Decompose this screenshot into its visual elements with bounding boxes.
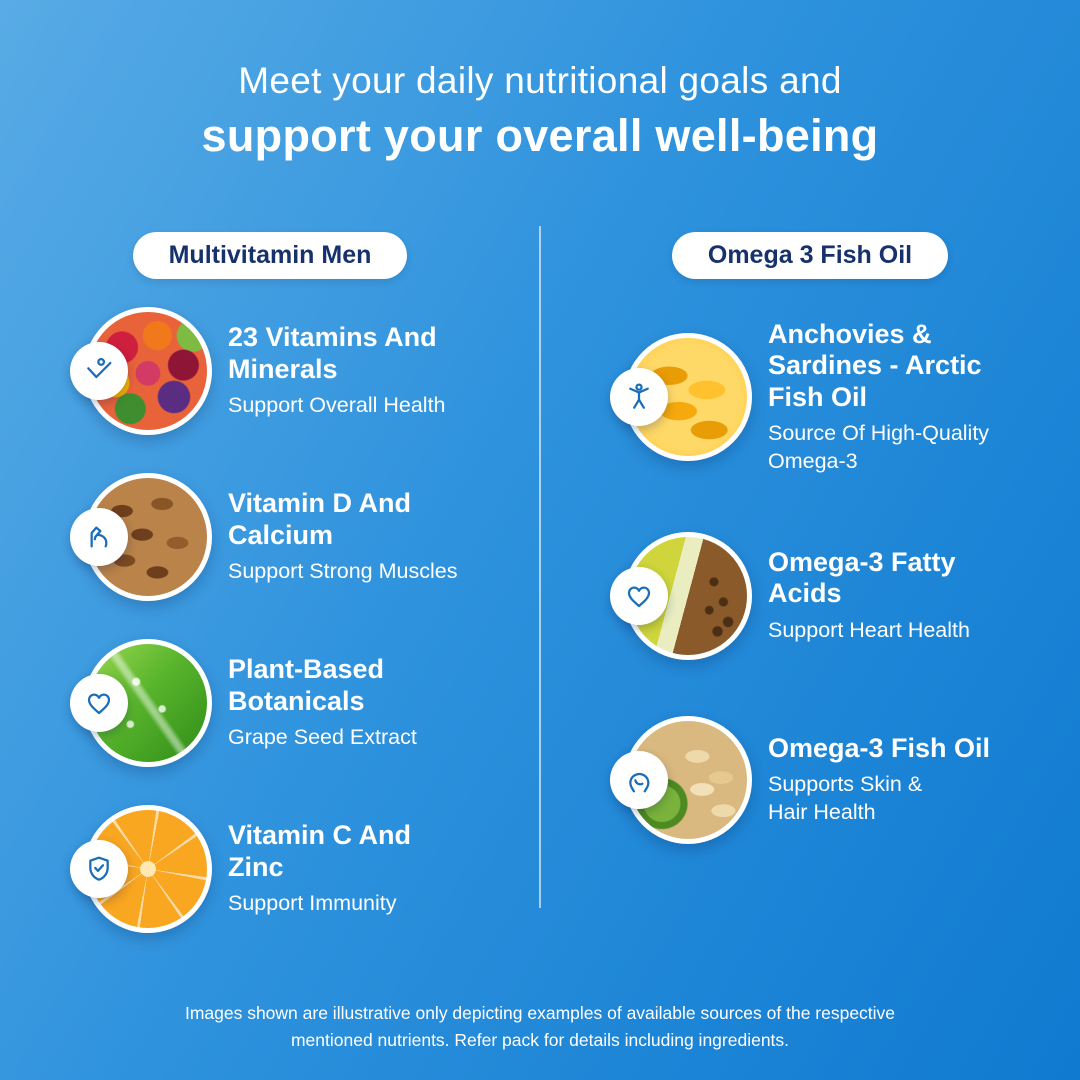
shield-check-icon	[70, 840, 128, 898]
benefit-title: Omega-3 Fish Oil	[768, 732, 991, 763]
benefit-item-skin-hair: Omega-3 Fish Oil Supports Skin & Hair He…	[610, 715, 1080, 844]
benefit-photo-wrap	[610, 333, 752, 462]
benefit-photo-wrap	[70, 639, 212, 767]
benefit-title: Anchovies & Sardines - Arctic Fish Oil	[768, 319, 982, 412]
heart-icon	[70, 674, 128, 732]
benefit-subtitle: Support Overall Health	[228, 392, 446, 417]
benefit-title: Plant-Based Botanicals	[228, 654, 385, 716]
vitality-check-icon	[70, 342, 128, 400]
benefit-text: Anchovies & Sardines - Arctic Fish Oil S…	[768, 319, 989, 476]
benefit-text: Vitamin D And Calcium Support Strong Mus…	[228, 488, 457, 586]
benefit-title: Vitamin C And Zinc	[228, 820, 412, 882]
benefit-text: 23 Vitamins And Minerals Support Overall…	[228, 322, 446, 420]
heart-icon	[610, 566, 668, 625]
benefit-photo-wrap	[70, 473, 212, 601]
benefit-text: Omega-3 Fatty Acids Support Heart Health	[768, 547, 970, 645]
benefit-title: Vitamin D And Calcium	[228, 488, 412, 550]
omega-3-fish-oil-badge: Omega 3 Fish Oil	[671, 232, 949, 279]
benefit-subtitle: Support Strong Muscles	[228, 558, 458, 583]
benefit-title: Omega-3 Fatty Acids	[768, 547, 956, 609]
benefit-item-fatty-acids: Omega-3 Fatty Acids Support Heart Health	[610, 531, 1080, 660]
benefit-photo-wrap	[70, 805, 212, 933]
headline-line1: Meet your daily nutritional goals and	[238, 60, 842, 101]
headline-line2: support your overall well-being	[201, 110, 879, 161]
skin-hair-icon	[610, 750, 668, 809]
muscle-arm-icon	[70, 508, 128, 566]
benefit-photo-wrap	[610, 715, 752, 844]
almonds-photo	[84, 473, 212, 601]
benefit-text: Plant-Based Botanicals Grape Seed Extrac…	[228, 654, 417, 752]
benefit-text: Vitamin C And Zinc Support Immunity	[228, 820, 411, 918]
disclaimer-text: Images shown are illustrative only depic…	[184, 1002, 896, 1050]
column-divider	[539, 226, 541, 908]
benefit-subtitle: Supports Skin & Hair Health	[768, 772, 923, 824]
benefit-text: Omega-3 Fish Oil Supports Skin & Hair He…	[768, 733, 990, 827]
benefit-item-vitamin-d-calcium: Vitamin D And Calcium Support Strong Mus…	[70, 473, 540, 601]
benefit-item-botanicals: Plant-Based Botanicals Grape Seed Extrac…	[70, 639, 540, 767]
fruits-and-vegetables-photo	[84, 307, 212, 435]
benefit-title: 23 Vitamins And Minerals	[228, 322, 437, 384]
benefit-subtitle: Support Immunity	[228, 890, 397, 915]
benefit-item-vitamins-minerals: 23 Vitamins And Minerals Support Overall…	[70, 307, 540, 435]
benefit-photo-wrap	[610, 531, 752, 660]
comparison-columns: Multivitamin Men 23 Vitamins And Mineral…	[0, 226, 1080, 933]
multivitamin-men-column: Multivitamin Men 23 Vitamins And Mineral…	[0, 232, 540, 933]
benefit-item-vitamin-c-zinc: Vitamin C And Zinc Support Immunity	[70, 805, 540, 933]
headline: Meet your daily nutritional goals and su…	[0, 0, 1080, 162]
benefit-item-arctic-fish-oil: Anchovies & Sardines - Arctic Fish Oil S…	[610, 319, 1080, 476]
benefit-subtitle: Grape Seed Extract	[228, 724, 417, 749]
benefit-photo-wrap	[70, 307, 212, 435]
benefit-subtitle: Support Heart Health	[768, 617, 970, 642]
active-person-icon	[610, 368, 668, 427]
benefit-subtitle: Source Of High-Quality Omega-3	[768, 420, 990, 473]
omega-3-fish-oil-column: Omega 3 Fish Oil Anchovies & Sardines - …	[540, 232, 1080, 933]
multivitamin-men-badge: Multivitamin Men	[132, 232, 408, 279]
